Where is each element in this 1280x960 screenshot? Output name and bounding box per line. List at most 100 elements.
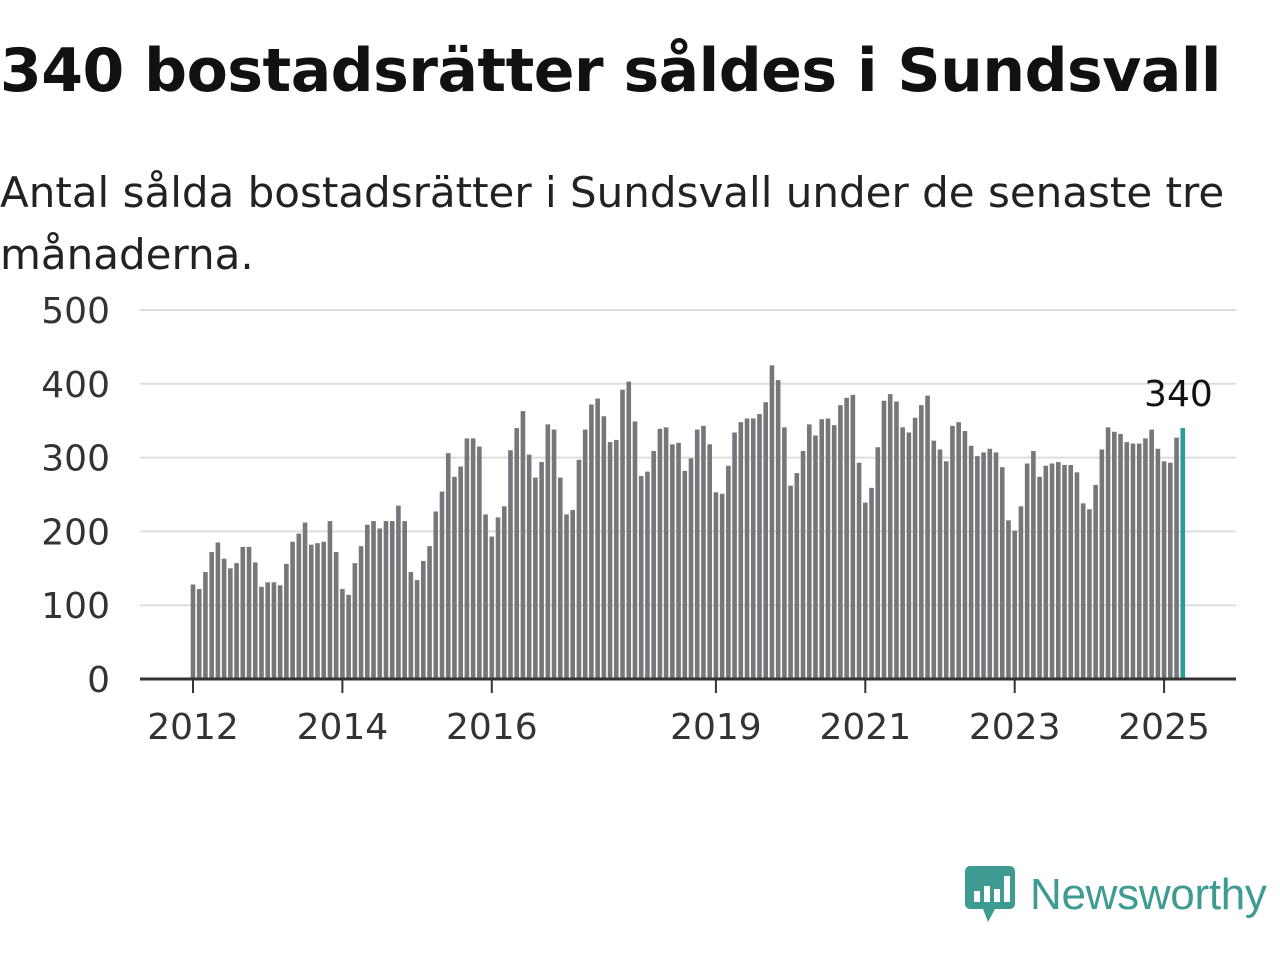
bar [284,563,289,679]
bar [340,588,345,679]
bar [595,398,600,679]
bar [950,425,955,679]
bar [365,524,370,679]
bar [371,521,376,679]
bar [508,450,513,679]
bar-chart: 0 100 200 300 400 500 2012 2014 2016 2019 2021 202… [41,291,1236,748]
bar [900,427,905,679]
bar [975,456,980,679]
bar [999,467,1005,679]
x-tick-label: 2023 [969,707,1061,748]
bar [869,487,874,679]
bar [601,416,607,679]
bar [545,424,551,679]
bar [1031,450,1036,679]
bars [190,365,1186,679]
bar [526,454,532,679]
bar [246,546,252,679]
bar [956,422,961,679]
bar [1130,443,1136,679]
bar [582,429,588,679]
bar [209,552,214,679]
bar [962,431,968,679]
bar [844,397,849,679]
bar [433,511,439,679]
x-tick-label: 2021 [819,707,911,748]
bar [252,562,258,679]
y-axis-labels: 0 100 200 300 400 500 [41,291,110,701]
bar [271,582,277,679]
bar [352,563,358,679]
bar [296,533,302,679]
bar [1105,427,1111,679]
bar [1006,520,1011,679]
bar [1136,443,1142,679]
bar [782,427,787,679]
last-value-label: 340 [1144,374,1213,415]
bar [1168,462,1173,679]
bar [389,521,395,679]
bar [726,465,731,679]
bar [943,461,949,679]
bar [259,586,264,679]
bar [894,401,899,679]
bar [701,425,706,679]
bar [682,470,688,679]
bar [203,571,208,679]
bar [620,389,625,679]
bar [240,546,246,679]
bar [744,418,750,679]
bar [1161,461,1167,679]
bar [719,493,725,679]
bar [458,466,463,679]
chart-subtitle: Antal sålda bostadsrätter i Sundsvall un… [0,168,1225,279]
bar [414,580,420,679]
x-tick-label: 2025 [1118,707,1210,748]
bar [993,452,999,679]
bar [1043,465,1049,679]
bar [657,428,663,679]
bar [589,404,594,679]
bar [452,476,457,679]
bar [215,542,221,679]
bar [1080,503,1086,679]
bar [638,476,644,679]
bar [196,588,202,679]
bar [427,546,432,679]
bar [757,414,762,679]
bar [856,462,862,679]
bar [290,541,295,679]
bar [539,462,544,679]
bar [464,438,470,679]
bar [919,405,924,679]
bar [788,485,793,679]
bar [750,418,756,679]
bar [1087,509,1092,679]
bar [707,444,712,679]
bar [987,448,993,679]
bar [738,422,744,679]
bar [1118,433,1123,679]
bar [763,402,768,679]
bar [302,522,308,679]
bar [614,439,619,679]
bar [1055,462,1061,679]
x-tick-label: 2014 [297,707,389,748]
x-tick-label: 2019 [670,707,762,748]
bar [570,510,576,679]
bar [315,543,320,679]
bar [732,432,737,679]
bar [850,394,856,679]
bar [1174,437,1179,679]
bar [1099,449,1105,679]
bar [794,473,800,679]
bar [228,568,233,679]
bar [234,563,239,679]
bar [912,417,918,679]
newsworthy-logo: Newsworthy [964,864,1267,926]
bar [321,541,327,679]
x-tick-label: 2016 [446,707,538,748]
bar-chart-icon [965,866,1015,922]
brand-name: Newsworthy [1030,870,1267,919]
bar [981,452,986,679]
